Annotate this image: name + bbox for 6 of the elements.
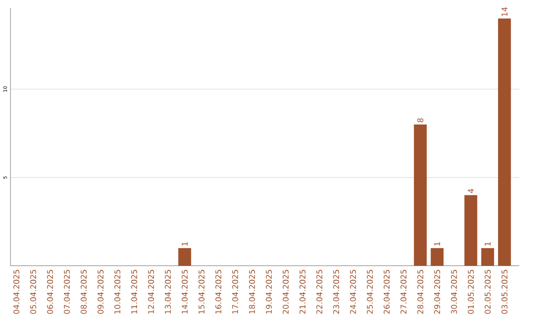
bar: [464, 195, 478, 266]
bar: [430, 248, 444, 266]
bar: [414, 124, 427, 266]
bar: [481, 248, 494, 266]
bar: [498, 18, 511, 266]
bar: [178, 248, 192, 266]
